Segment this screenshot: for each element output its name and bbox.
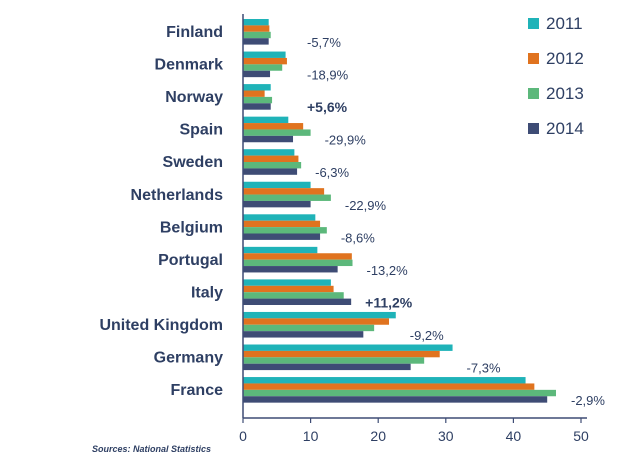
bar — [243, 90, 265, 97]
bar — [243, 200, 311, 208]
bar — [243, 357, 425, 364]
bar — [243, 311, 396, 319]
bar — [243, 19, 269, 26]
category-label: France — [171, 382, 224, 399]
category-label: Norway — [165, 89, 223, 106]
change-label: -9,2% — [410, 328, 444, 343]
x-tick-label: 40 — [506, 428, 522, 444]
bar — [243, 84, 271, 91]
legend-label: 2012 — [546, 49, 584, 68]
legend-label: 2014 — [546, 119, 584, 138]
bar — [243, 344, 453, 351]
bar — [243, 350, 440, 358]
bar — [243, 233, 321, 240]
change-label: -22,9% — [345, 198, 387, 213]
source-note: Sources: National Statistics — [92, 444, 212, 454]
bar — [243, 220, 321, 228]
bar — [243, 103, 271, 110]
x-tick-label: 30 — [438, 428, 454, 444]
bar — [243, 259, 353, 267]
category-label: Finland — [166, 24, 223, 41]
bar — [243, 188, 325, 195]
category-label: Italy — [191, 284, 223, 301]
category-label: Sweden — [163, 154, 223, 171]
bar — [243, 162, 302, 169]
bar — [243, 70, 271, 78]
bar — [243, 363, 411, 371]
bar — [243, 123, 304, 130]
category-label: Spain — [179, 122, 223, 139]
bar — [243, 96, 273, 104]
category-label: Belgium — [160, 219, 223, 236]
legend-swatch — [528, 88, 539, 99]
bar — [243, 377, 526, 384]
bar — [243, 285, 334, 293]
bar — [243, 64, 283, 71]
x-tick-label: 0 — [239, 428, 247, 444]
bar — [243, 135, 294, 143]
legend-swatch — [528, 53, 539, 64]
x-tick-label: 20 — [370, 428, 386, 444]
bar — [243, 38, 269, 45]
bar — [243, 396, 548, 403]
category-label: Germany — [154, 350, 223, 367]
x-tick-label: 50 — [573, 428, 589, 444]
bar — [243, 266, 338, 273]
bar — [243, 181, 311, 189]
bar — [243, 116, 289, 124]
bar — [243, 129, 311, 136]
bar — [243, 324, 375, 332]
bar — [243, 214, 316, 221]
legend-label: 2013 — [546, 84, 584, 103]
change-label: -6,3% — [315, 165, 349, 180]
bar — [243, 51, 286, 58]
bar — [243, 298, 352, 305]
bar — [243, 383, 535, 390]
category-label: Portugal — [158, 252, 223, 269]
change-label: -13,2% — [367, 263, 409, 278]
bar — [243, 246, 318, 254]
bar — [243, 253, 352, 260]
change-label: -18,9% — [307, 68, 349, 83]
x-tick-label: 10 — [303, 428, 319, 444]
change-label: +5,6% — [307, 99, 348, 115]
bar — [243, 194, 331, 201]
bar — [243, 31, 271, 39]
bar — [243, 389, 556, 397]
category-label: Netherlands — [131, 187, 224, 204]
bar — [243, 25, 270, 32]
legend-label: 2011 — [546, 14, 583, 33]
bar — [243, 149, 295, 156]
category-label: United Kingdom — [99, 317, 223, 334]
bar — [243, 168, 298, 175]
legend-swatch — [528, 123, 539, 134]
bar — [243, 292, 344, 299]
bar — [243, 279, 331, 286]
change-label: -8,6% — [341, 230, 375, 245]
bar — [243, 155, 299, 162]
change-label: -7,3% — [467, 361, 501, 376]
change-label: -5,7% — [307, 35, 341, 50]
change-label: +11,2% — [365, 294, 413, 310]
change-label: -29,9% — [325, 133, 367, 148]
legend-swatch — [528, 18, 539, 29]
bar — [243, 331, 364, 338]
category-label: Denmark — [155, 57, 224, 74]
bar — [243, 318, 390, 325]
change-label: -2,9% — [571, 393, 605, 408]
bar — [243, 227, 327, 234]
bar — [243, 57, 287, 65]
